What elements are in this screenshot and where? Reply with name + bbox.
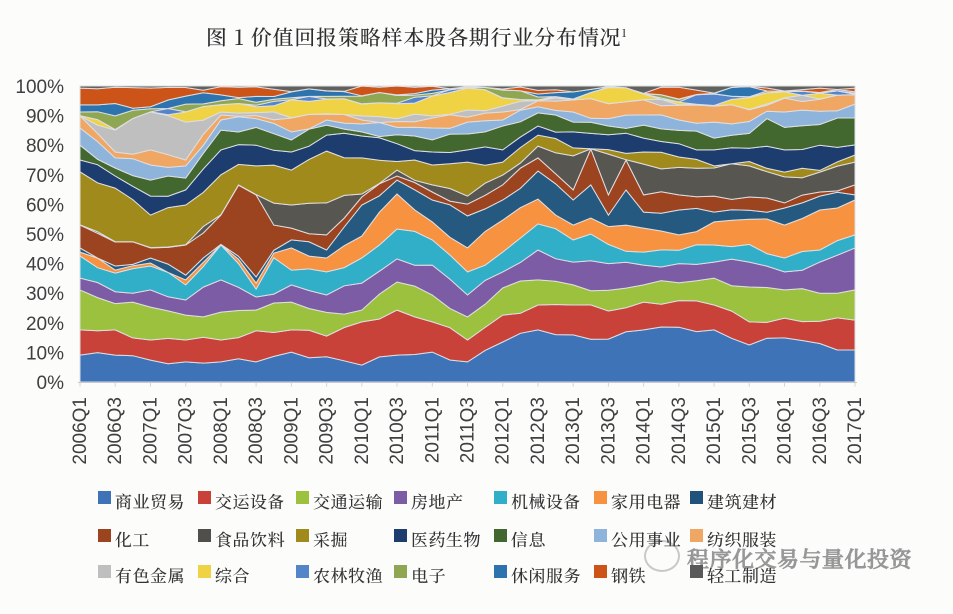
- svg-text:0%: 0%: [37, 373, 65, 394]
- svg-text:2014Q1: 2014Q1: [634, 397, 655, 465]
- svg-text:2011Q1: 2011Q1: [422, 397, 443, 463]
- svg-text:10%: 10%: [26, 343, 64, 364]
- svg-text:80%: 80%: [26, 136, 64, 157]
- svg-text:90%: 90%: [26, 107, 64, 128]
- svg-text:2008Q1: 2008Q1: [211, 397, 232, 465]
- svg-text:20%: 20%: [26, 314, 64, 335]
- svg-text:2016Q1: 2016Q1: [775, 397, 796, 465]
- svg-text:2012Q1: 2012Q1: [493, 397, 514, 465]
- svg-text:100%: 100%: [15, 77, 64, 98]
- svg-text:2016Q3: 2016Q3: [810, 397, 831, 465]
- svg-text:2015Q3: 2015Q3: [739, 397, 760, 465]
- svg-text:70%: 70%: [26, 166, 64, 187]
- svg-text:2010Q3: 2010Q3: [387, 397, 408, 465]
- svg-text:2009Q1: 2009Q1: [281, 397, 302, 465]
- svg-text:2010Q1: 2010Q1: [352, 397, 373, 465]
- svg-text:2008Q3: 2008Q3: [246, 397, 267, 465]
- svg-text:2006Q3: 2006Q3: [105, 397, 126, 465]
- svg-text:2014Q3: 2014Q3: [669, 397, 690, 465]
- svg-text:2012Q3: 2012Q3: [528, 397, 549, 465]
- svg-text:2009Q3: 2009Q3: [317, 397, 338, 465]
- svg-text:40%: 40%: [26, 255, 64, 276]
- svg-text:2015Q1: 2015Q1: [704, 397, 725, 465]
- svg-text:2007Q3: 2007Q3: [176, 397, 197, 465]
- svg-text:30%: 30%: [26, 284, 64, 305]
- svg-text:2013Q3: 2013Q3: [598, 397, 619, 465]
- svg-text:2017Q1: 2017Q1: [845, 397, 866, 465]
- svg-text:50%: 50%: [26, 225, 64, 246]
- svg-text:2013Q1: 2013Q1: [563, 397, 584, 465]
- svg-text:2006Q1: 2006Q1: [70, 397, 91, 465]
- svg-text:2011Q3: 2011Q3: [458, 397, 479, 463]
- svg-text:2007Q1: 2007Q1: [141, 397, 162, 465]
- svg-text:60%: 60%: [26, 195, 64, 216]
